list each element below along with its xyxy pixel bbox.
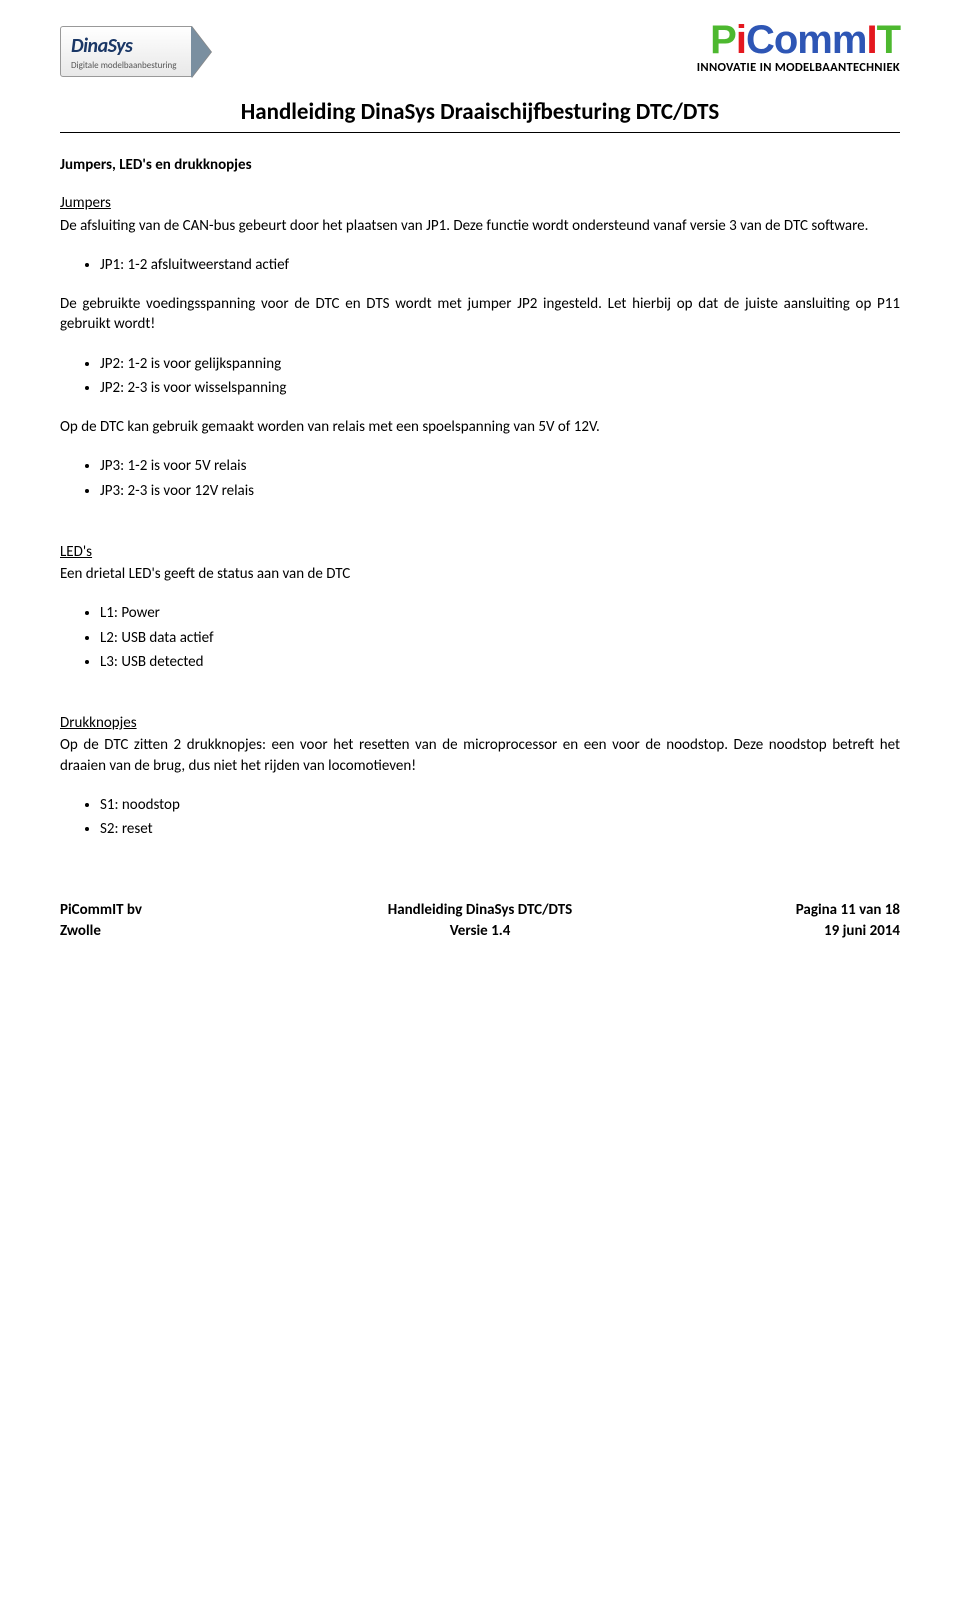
footer-page-number: Pagina 11 van 18 xyxy=(623,900,900,920)
list-item: JP3: 1-2 is voor 5V relais xyxy=(100,455,900,477)
list-item: L1: Power xyxy=(100,602,900,624)
list-item: JP2: 2-3 is voor wisselspanning xyxy=(100,377,900,399)
picommit-logo: PiCommIT INNOVATIE IN MODELBAANTECHNIEK xyxy=(697,20,900,77)
footer-right: Pagina 11 van 18 19 juni 2014 xyxy=(623,900,900,941)
footer-date: 19 juni 2014 xyxy=(623,921,900,941)
document-title: Handleiding DinaSys Draaischijfbesturing… xyxy=(60,97,900,128)
subheading-jumpers: Jumpers xyxy=(60,193,900,213)
bullet-list: JP3: 1-2 is voor 5V relais JP3: 2-3 is v… xyxy=(100,455,900,502)
paragraph: Een drietal LED's geeft de status aan va… xyxy=(60,564,900,584)
page-footer: PiCommIT bv Zwolle Handleiding DinaSys D… xyxy=(60,900,900,941)
list-item: L3: USB detected xyxy=(100,651,900,673)
list-item: S1: noodstop xyxy=(100,794,900,816)
dinasys-logo-name: DinaSys xyxy=(71,34,132,58)
footer-city: Zwolle xyxy=(60,921,337,941)
footer-left: PiCommIT bv Zwolle xyxy=(60,900,337,941)
list-item: L2: USB data actief xyxy=(100,627,900,649)
list-item: JP3: 2-3 is voor 12V relais xyxy=(100,480,900,502)
dinasys-logo-sub: Digitale modelbaanbesturing xyxy=(71,60,177,72)
list-item: JP2: 1-2 is voor gelijkspanning xyxy=(100,353,900,375)
paragraph: De gebruikte voedingsspanning voor de DT… xyxy=(60,294,900,335)
bullet-list: JP2: 1-2 is voor gelijkspanning JP2: 2-3… xyxy=(100,353,900,400)
footer-center: Handleiding DinaSys DTC/DTS Versie 1.4 xyxy=(341,900,618,941)
section-heading-jumpers-leds-drukknopjes: Jumpers, LED's en drukknopjes xyxy=(60,155,900,175)
title-rule xyxy=(60,132,900,133)
bullet-list: JP1: 1-2 afsluitweerstand actief xyxy=(100,254,900,276)
paragraph: De afsluiting van de CAN-bus gebeurt doo… xyxy=(60,216,900,236)
dinasys-logo: DinaSys Digitale modelbaanbesturing xyxy=(60,26,192,77)
footer-doc-name: Handleiding DinaSys DTC/DTS xyxy=(341,900,618,920)
list-item: S2: reset xyxy=(100,818,900,840)
picommit-logo-word: PiCommIT xyxy=(697,20,900,60)
paragraph: Op de DTC zitten 2 drukknopjes: een voor… xyxy=(60,735,900,776)
paragraph: Op de DTC kan gebruik gemaakt worden van… xyxy=(60,417,900,437)
page-header: DinaSys Digitale modelbaanbesturing PiCo… xyxy=(60,20,900,77)
bullet-list: S1: noodstop S2: reset xyxy=(100,794,900,841)
bullet-list: L1: Power L2: USB data actief L3: USB de… xyxy=(100,602,900,673)
footer-company: PiCommIT bv xyxy=(60,900,337,920)
list-item: JP1: 1-2 afsluitweerstand actief xyxy=(100,254,900,276)
picommit-logo-sub: INNOVATIE IN MODELBAANTECHNIEK xyxy=(697,60,900,77)
subheading-drukknopjes: Drukknopjes xyxy=(60,713,900,733)
logo-dinasys-wrap: DinaSys Digitale modelbaanbesturing xyxy=(60,20,192,77)
subheading-leds: LED's xyxy=(60,542,900,562)
footer-version: Versie 1.4 xyxy=(341,921,618,941)
